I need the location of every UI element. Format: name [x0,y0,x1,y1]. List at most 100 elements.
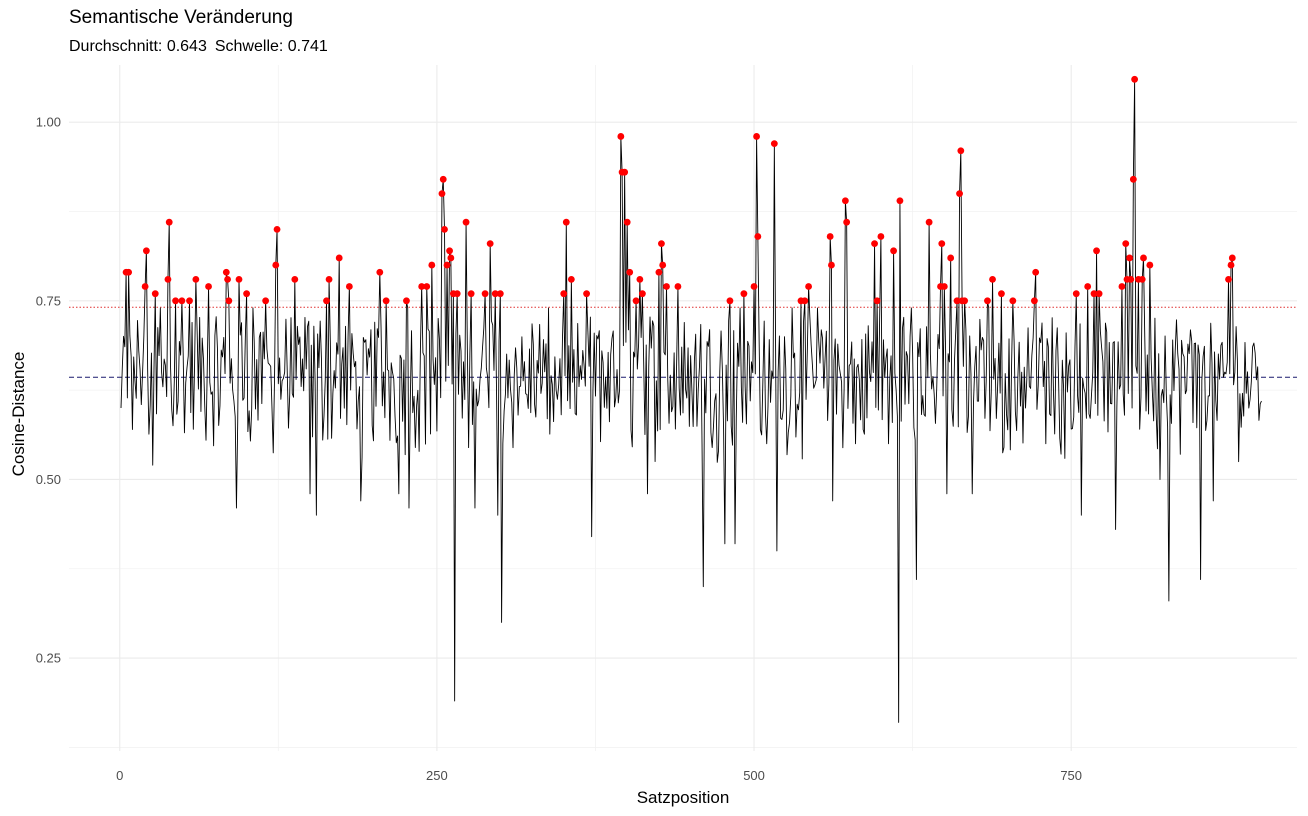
threshold-marker [192,275,200,283]
threshold-marker [998,290,1005,298]
threshold-marker [1131,75,1139,83]
threshold-marker [984,297,991,305]
threshold-marker [125,268,133,276]
threshold-marker [623,218,631,226]
threshold-marker [890,247,897,255]
x-axis-label: Satzposition [637,788,730,807]
y-axis-ticks: 0.25 0.50 0.75 1.00 [36,115,61,666]
threshold-marker [403,297,410,305]
threshold-marker [770,140,778,148]
threshold-marker [496,290,504,298]
threshold-marker [273,225,281,233]
threshold-marker [567,275,575,283]
threshold-marker [428,261,436,269]
threshold-marker [940,283,948,290]
y-tick-label: 1.00 [36,115,61,130]
threshold-marker [562,218,570,226]
chart-title: Semantische Veränderung [69,7,293,28]
threshold-marker [828,261,835,269]
threshold-marker [1072,290,1080,298]
threshold-marker [961,297,969,305]
threshold-marker [418,283,426,290]
threshold-marker [1093,247,1100,255]
threshold-marker [805,283,812,290]
y-tick-label: 0.75 [36,293,61,308]
threshold-marker [172,297,179,305]
threshold-marker [750,283,758,290]
threshold-marker [674,283,682,290]
threshold-marker [873,297,881,305]
threshold-marker [1126,254,1133,262]
threshold-marker [446,247,453,255]
threshold-marker [262,297,270,305]
threshold-marker [382,297,390,305]
threshold-text: Schwelle: 0.741 [214,38,328,55]
threshold-marker [1138,275,1146,283]
chart-subtitle: Durchschnitt: 0.643 Schwelle: 0.741 [69,38,336,56]
threshold-markers [122,75,1236,305]
threshold-marker [1146,261,1154,269]
threshold-marker [323,297,330,305]
threshold-marker [957,147,965,155]
threshold-marker [583,290,590,298]
threshold-marker [871,240,878,248]
x-tick-label: 0 [116,768,123,783]
threshold-marker [1118,283,1126,290]
threshold-marker [235,275,243,283]
threshold-marker [826,233,834,240]
mean-text: Durchschnitt: 0.643 [69,38,207,55]
threshold-marker [325,275,333,283]
threshold-marker [1228,254,1236,262]
y-tick-label: 0.25 [36,651,61,666]
threshold-marker [658,240,665,248]
threshold-marker [1225,275,1232,283]
threshold-marker [272,261,280,269]
threshold-marker [989,275,996,283]
threshold-marker [453,290,461,298]
threshold-marker [1129,175,1137,183]
threshold-marker [443,261,451,269]
threshold-marker [376,268,384,276]
x-tick-label: 500 [743,768,765,783]
threshold-marker [225,297,233,305]
threshold-marker [663,283,670,290]
threshold-marker [1009,297,1017,305]
threshold-marker [754,233,762,240]
threshold-marker [843,218,851,226]
threshold-marker [165,218,173,226]
threshold-marker [636,275,644,283]
threshold-marker [938,240,946,248]
threshold-marker [1140,254,1147,262]
threshold-marker [462,218,470,226]
threshold-marker [801,297,809,305]
threshold-marker [141,283,149,290]
threshold-marker [439,175,447,183]
threshold-marker [491,290,499,298]
threshold-marker [632,297,640,305]
threshold-marker [841,197,849,205]
threshold-marker [1127,275,1135,283]
x-tick-label: 750 [1060,768,1082,783]
threshold-marker [877,233,885,240]
threshold-marker [467,290,475,298]
threshold-marker [438,190,446,198]
threshold-marker [947,254,955,262]
threshold-marker [486,240,494,248]
threshold-marker [1031,297,1038,305]
threshold-marker [481,290,489,298]
threshold-marker [753,133,760,140]
threshold-marker [222,268,230,276]
series-line [120,78,1262,723]
y-tick-label: 0.50 [36,472,61,487]
y-axis-label: Cosine-Distance [9,352,28,477]
threshold-marker [560,290,568,298]
reference-lines [69,306,1297,378]
threshold-marker [243,290,251,298]
threshold-marker [224,275,231,283]
threshold-marker [441,225,448,233]
threshold-marker [1090,290,1098,298]
threshold-marker [205,283,212,290]
threshold-marker [1122,240,1130,248]
threshold-marker [335,254,343,262]
